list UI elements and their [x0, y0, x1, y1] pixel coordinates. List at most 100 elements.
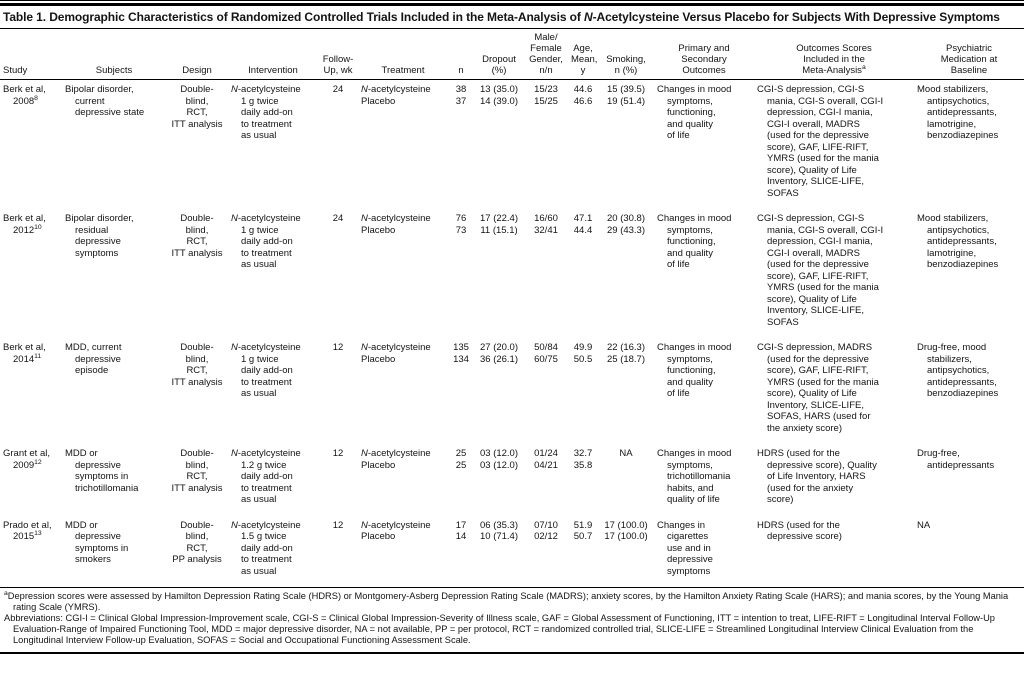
cell-design: Double- blind, RCT, ITT analysis: [171, 448, 223, 494]
cell-gender: 01/24 04/21: [534, 448, 558, 471]
cell-study: Berk et al, 201210: [0, 209, 62, 338]
col-header-design: Design: [182, 65, 212, 76]
table-title-italic-n: N: [584, 10, 593, 24]
col-header-outcomes: Primary and Secondary Outcomes: [678, 43, 730, 76]
cell-smoking: 15 (39.5) 19 (51.4): [606, 84, 646, 107]
cell-medication: NA: [917, 519, 931, 531]
cell-gender: 50/84 60/75: [534, 342, 558, 365]
col-header-dropout: Dropout (%): [482, 54, 516, 76]
cell-gender: 16/60 32/41: [534, 213, 558, 236]
cell-subjects: MDD or depressive symptoms in trichotill…: [65, 448, 139, 494]
cell-scores: CGI-S depression, CGI-S mania, CGI-S ove…: [757, 213, 884, 328]
demographics-table: Study Subjects Design Intervention Follo…: [0, 29, 1024, 587]
cell-followup: 12: [332, 448, 344, 459]
cell-followup: 24: [332, 84, 344, 95]
table-row: Berk et al, 201210 Bipolar disorder, res…: [0, 209, 1024, 338]
cell-followup: 24: [332, 213, 344, 224]
cell-dropout: 13 (35.0) 14 (39.0): [479, 84, 519, 107]
header-row: Study Subjects Design Intervention Follo…: [0, 29, 1024, 80]
cell-study: Berk et al, 20088: [0, 80, 62, 210]
cell-medication: Mood stabilizers, antipsychotics, antide…: [917, 84, 999, 141]
col-header-intervention: Intervention: [248, 65, 298, 76]
cell-subjects: MDD, current depressive episode: [65, 342, 122, 376]
cell-treatment: N-acetylcysteine Placebo: [361, 84, 431, 107]
cell-scores: HDRS (used for the depressive score), Qu…: [757, 448, 877, 505]
cell-dropout: 03 (12.0) 03 (12.0): [479, 448, 519, 471]
table-footnotes: aDepression scores were assessed by Hami…: [0, 587, 1024, 654]
cell-outcomes: Changes in mood symptoms, functioning, a…: [657, 342, 732, 399]
cell-design: Double- blind, RCT, ITT analysis: [171, 84, 223, 130]
cell-followup: 12: [332, 519, 344, 531]
journal-table-figure: Table 1. Demographic Characteristics of …: [0, 0, 1024, 654]
top-double-rule: [0, 0, 1024, 6]
col-header-gender: Male/ Female Gender, n/n: [529, 32, 563, 76]
cell-age: 49.9 50.5: [573, 342, 593, 365]
col-header-age: Age, Mean, y: [571, 43, 598, 76]
study-citation: Berk et al, 2008: [3, 84, 46, 107]
cell-design: Double- blind, RCT, ITT analysis: [171, 213, 223, 259]
table-row: Prado et al, 201513 MDD or depressive sy…: [0, 516, 1024, 588]
study-reference-number: 8: [34, 94, 38, 102]
cell-intervention: N-acetylcysteine 1 g twice daily add-on …: [231, 342, 301, 399]
cell-age: 44.6 46.6: [573, 84, 593, 107]
table-body: Berk et al, 20088 Bipolar disorder, curr…: [0, 80, 1024, 588]
cell-study: Berk et al, 201411: [0, 338, 62, 444]
study-citation: Berk et al, 2014: [3, 342, 46, 365]
footnote-a-marker: a: [4, 589, 8, 597]
cell-smoking: 17 (100.0) 17 (100.0): [604, 519, 648, 543]
cell-medication: Mood stabilizers, antipsychotics, antide…: [917, 213, 999, 270]
study-reference-number: 11: [34, 352, 42, 360]
table-header: Study Subjects Design Intervention Follo…: [0, 29, 1024, 80]
col-header-treatment: Treatment: [381, 65, 425, 76]
cell-treatment: N-acetylcysteine Placebo: [361, 448, 431, 471]
col-header-followup: Follow- Up, wk: [322, 54, 354, 76]
cell-subjects: MDD or depressive symptoms in smokers: [65, 519, 129, 566]
cell-n: 135 134: [453, 342, 469, 365]
table-title-post: -Acetylcysteine Versus Placebo for Subje…: [592, 10, 1000, 24]
cell-intervention: N-acetylcysteine 1 g twice daily add-on …: [231, 84, 301, 141]
col-header-n: n: [458, 65, 464, 76]
cell-treatment: N-acetylcysteine Placebo: [361, 519, 431, 543]
table-row: Berk et al, 20088 Bipolar disorder, curr…: [0, 80, 1024, 210]
cell-intervention: N-acetylcysteine 1.2 g twice daily add-o…: [231, 448, 301, 505]
cell-intervention: N-acetylcysteine 1 g twice daily add-on …: [231, 213, 301, 270]
cell-subjects: Bipolar disorder, residual depressive sy…: [65, 213, 134, 259]
table-row: Grant et al, 200912 MDD or depressive sy…: [0, 444, 1024, 516]
study-citation: Grant et al, 2009: [3, 448, 50, 471]
cell-subjects: Bipolar disorder, current depressive sta…: [65, 84, 145, 118]
study-reference-number: 12: [34, 458, 42, 466]
cell-outcomes: Changes in mood symptoms, trichotilloman…: [657, 448, 732, 505]
table-title-pre: Table 1. Demographic Characteristics of …: [3, 10, 585, 24]
cell-study: Grant et al, 200912: [0, 444, 62, 516]
study-citation: Berk et al, 2012: [3, 213, 46, 236]
cell-n: 17 14: [455, 519, 467, 543]
cell-medication: Drug-free, mood stabilizers, antipsychot…: [917, 342, 999, 399]
col-header-scores: Outcomes Scores Included in the Meta-Ana…: [754, 29, 914, 80]
cell-treatment: N-acetylcysteine Placebo: [361, 213, 431, 236]
cell-n: 76 73: [455, 213, 467, 236]
cell-design: Double- blind, RCT, ITT analysis: [171, 342, 223, 388]
cell-medication: Drug-free, antidepressants: [917, 448, 995, 471]
cell-gender: 07/10 02/12: [534, 519, 558, 543]
cell-smoking: 20 (30.8) 29 (43.3): [606, 213, 646, 236]
col-header-medication: Psychiatric Medication at Baseline: [940, 43, 998, 76]
cell-scores: CGI-S depression, MADRS (used for the de…: [757, 342, 879, 434]
cell-outcomes: Changes in cigarettes use and in depress…: [657, 519, 713, 577]
cell-gender: 15/23 15/25: [534, 84, 558, 107]
cell-intervention: N-acetylcysteine 1.5 g twice daily add-o…: [231, 519, 301, 577]
col-header-study: Study: [3, 65, 28, 76]
table-row: Berk et al, 201411 MDD, current depressi…: [0, 338, 1024, 444]
cell-smoking: 22 (16.3) 25 (18.7): [606, 342, 646, 365]
cell-smoking: NA: [619, 448, 633, 459]
col-header-scores-footnote-marker: a: [861, 63, 866, 71]
cell-outcomes: Changes in mood symptoms, functioning, a…: [657, 84, 732, 141]
cell-n: 25 25: [455, 448, 467, 471]
cell-age: 32.7 35.8: [573, 448, 593, 471]
cell-dropout: 17 (22.4) 11 (15.1): [479, 213, 519, 236]
cell-scores: HDRS (used for the depressive score): [757, 519, 842, 543]
cell-n: 38 37: [455, 84, 467, 107]
study-citation: Prado et al, 2015: [3, 519, 52, 543]
cell-dropout: 27 (20.0) 36 (26.1): [479, 342, 519, 365]
col-header-subjects: Subjects: [95, 65, 133, 76]
study-reference-number: 13: [34, 529, 42, 537]
